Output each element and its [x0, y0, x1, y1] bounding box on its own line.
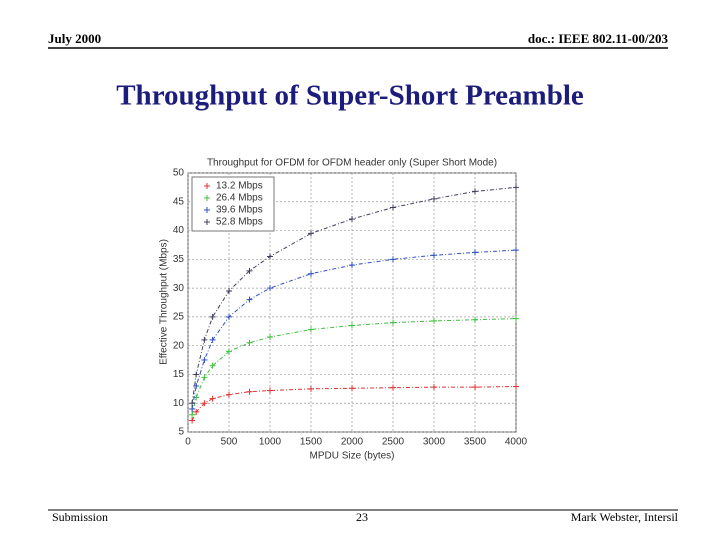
- footer-left: Submission: [52, 510, 108, 524]
- marker: [308, 230, 314, 237]
- marker: [209, 336, 216, 343]
- x-tick-label: 0: [185, 437, 191, 448]
- marker: [431, 252, 437, 259]
- x-tick-label: 2500: [382, 437, 405, 448]
- y-tick-label: 25: [173, 312, 185, 323]
- legend-label: 52.8 Mbps: [216, 217, 263, 228]
- marker: [267, 253, 273, 260]
- x-tick-label: 500: [221, 437, 238, 448]
- marker: [193, 371, 200, 378]
- marker: [472, 188, 478, 195]
- footer-right: Mark Webster, Intersil: [571, 510, 679, 524]
- marker: [513, 247, 519, 254]
- legend-marker: [204, 207, 210, 213]
- marker: [226, 391, 232, 398]
- marker: [193, 382, 200, 389]
- x-axis-label: MPDU Size (bytes): [309, 451, 394, 462]
- marker: [308, 270, 314, 277]
- marker: [431, 195, 437, 202]
- marker: [209, 313, 216, 320]
- y-tick-label: 5: [178, 427, 184, 438]
- slide-title: Throughput of Super-Short Preamble: [116, 80, 584, 112]
- footer-center: 23: [356, 510, 368, 524]
- marker: [349, 216, 355, 223]
- marker: [267, 285, 273, 292]
- legend-label: 13.2 Mbps: [216, 181, 263, 192]
- y-tick-label: 50: [173, 168, 185, 179]
- y-tick-label: 20: [173, 340, 185, 351]
- y-tick-label: 15: [173, 369, 185, 380]
- marker: [349, 262, 355, 269]
- x-tick-label: 3500: [464, 437, 487, 448]
- marker: [513, 184, 519, 191]
- marker: [209, 395, 216, 402]
- marker: [201, 374, 208, 381]
- y-tick-label: 35: [173, 254, 185, 265]
- marker: [201, 357, 208, 364]
- chart: Throughput for OFDM for OFDM header only…: [159, 158, 528, 462]
- y-tick-label: 45: [173, 196, 185, 207]
- marker: [201, 400, 208, 407]
- marker: [267, 387, 273, 394]
- marker: [349, 322, 355, 329]
- marker: [189, 400, 196, 407]
- y-tick-label: 40: [173, 225, 185, 236]
- marker: [246, 296, 253, 303]
- marker: [390, 204, 396, 211]
- marker: [189, 405, 196, 412]
- marker: [226, 287, 232, 294]
- marker: [472, 384, 478, 391]
- marker: [246, 339, 253, 346]
- marker: [189, 411, 196, 418]
- x-tick-label: 1500: [300, 437, 323, 448]
- marker: [349, 385, 355, 392]
- marker: [201, 336, 208, 343]
- marker: [226, 348, 232, 355]
- legend-label: 39.6 Mbps: [216, 205, 263, 216]
- marker: [193, 408, 200, 415]
- marker: [308, 326, 314, 333]
- legend-marker: [204, 219, 210, 225]
- marker: [390, 319, 396, 326]
- marker: [390, 256, 396, 263]
- legend-marker: [204, 183, 210, 189]
- y-tick-label: 10: [173, 398, 185, 409]
- x-tick-label: 2000: [341, 437, 364, 448]
- header-left: July 2000: [48, 31, 101, 46]
- marker: [209, 362, 216, 369]
- marker: [267, 334, 273, 341]
- marker: [513, 383, 519, 390]
- marker: [226, 313, 232, 320]
- legend-label: 26.4 Mbps: [216, 193, 263, 204]
- marker: [513, 315, 519, 322]
- marker: [431, 317, 437, 324]
- legend-marker: [204, 195, 210, 201]
- chart-title: Throughput for OFDM for OFDM header only…: [207, 158, 497, 169]
- header-right: doc.: IEEE 802.11-00/203: [528, 31, 669, 46]
- y-axis-label: Effective Throughput (Mbps): [159, 239, 170, 365]
- x-tick-label: 4000: [505, 437, 528, 448]
- marker: [246, 388, 253, 395]
- marker: [189, 417, 196, 424]
- marker: [472, 316, 478, 323]
- x-tick-label: 3000: [423, 437, 446, 448]
- y-tick-label: 30: [173, 283, 185, 294]
- marker: [431, 384, 437, 391]
- x-tick-label: 1000: [259, 437, 282, 448]
- marker: [472, 249, 478, 256]
- marker: [390, 384, 396, 391]
- marker: [246, 267, 253, 274]
- marker: [308, 385, 314, 392]
